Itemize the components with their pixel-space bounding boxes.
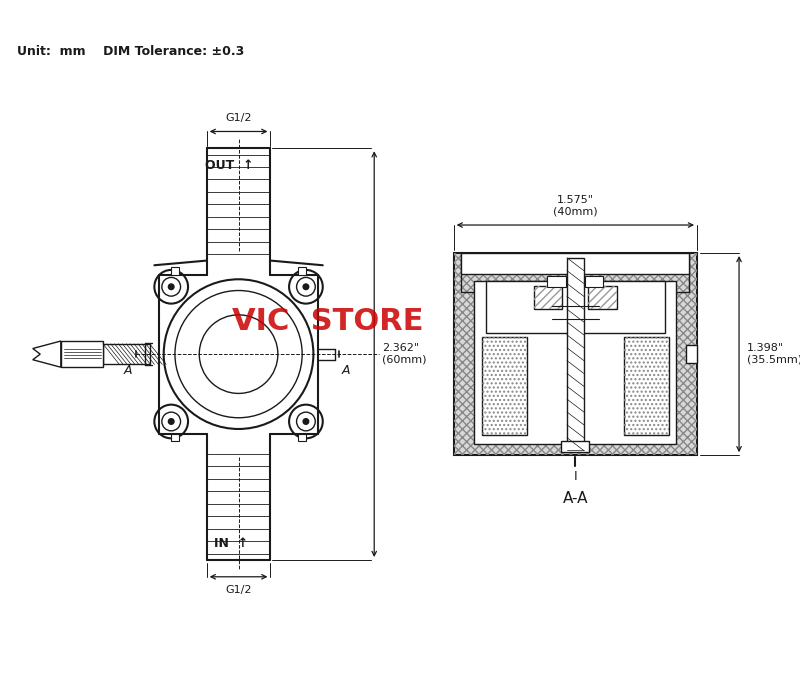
Circle shape bbox=[303, 284, 309, 290]
Circle shape bbox=[168, 284, 174, 290]
Text: OUT  ↑: OUT ↑ bbox=[205, 158, 254, 171]
Text: I: I bbox=[574, 470, 577, 483]
Text: 1.575"
(40mm): 1.575" (40mm) bbox=[553, 195, 598, 217]
Bar bbox=[462, 253, 690, 274]
Bar bbox=[171, 267, 178, 275]
Bar bbox=[534, 286, 562, 309]
Bar bbox=[486, 281, 665, 333]
Text: Unit:  mm    DIM Tolerance: ±0.3: Unit: mm DIM Tolerance: ±0.3 bbox=[17, 46, 244, 59]
Text: 2.362"
(60mm): 2.362" (60mm) bbox=[382, 344, 426, 365]
Bar bbox=[482, 337, 526, 434]
Text: G1/2: G1/2 bbox=[226, 585, 252, 595]
Bar bbox=[686, 345, 697, 363]
Bar bbox=[562, 441, 590, 452]
Text: A: A bbox=[124, 365, 133, 378]
Text: A-A: A-A bbox=[562, 490, 588, 505]
Circle shape bbox=[303, 419, 309, 424]
Bar bbox=[298, 434, 306, 441]
Bar bbox=[589, 286, 617, 309]
Bar bbox=[534, 286, 562, 309]
Bar bbox=[624, 337, 669, 434]
Text: A: A bbox=[342, 365, 350, 378]
Circle shape bbox=[168, 419, 174, 424]
Bar bbox=[482, 337, 526, 434]
Bar bbox=[567, 257, 584, 451]
Bar bbox=[589, 286, 617, 309]
Bar bbox=[171, 434, 178, 441]
Polygon shape bbox=[33, 341, 61, 367]
Bar bbox=[585, 275, 603, 287]
Bar bbox=[547, 275, 566, 287]
Text: IN  ↑: IN ↑ bbox=[214, 537, 248, 550]
Bar bbox=[454, 253, 697, 455]
Bar bbox=[103, 344, 150, 365]
Bar bbox=[454, 253, 697, 455]
Bar bbox=[474, 281, 676, 444]
Text: VIC  STORE: VIC STORE bbox=[232, 307, 423, 336]
Bar bbox=[298, 267, 306, 275]
Bar bbox=[624, 337, 669, 434]
Bar bbox=[61, 341, 103, 367]
Text: G1/2: G1/2 bbox=[226, 113, 252, 123]
Text: 1.398"
(35.5mm): 1.398" (35.5mm) bbox=[746, 344, 800, 365]
